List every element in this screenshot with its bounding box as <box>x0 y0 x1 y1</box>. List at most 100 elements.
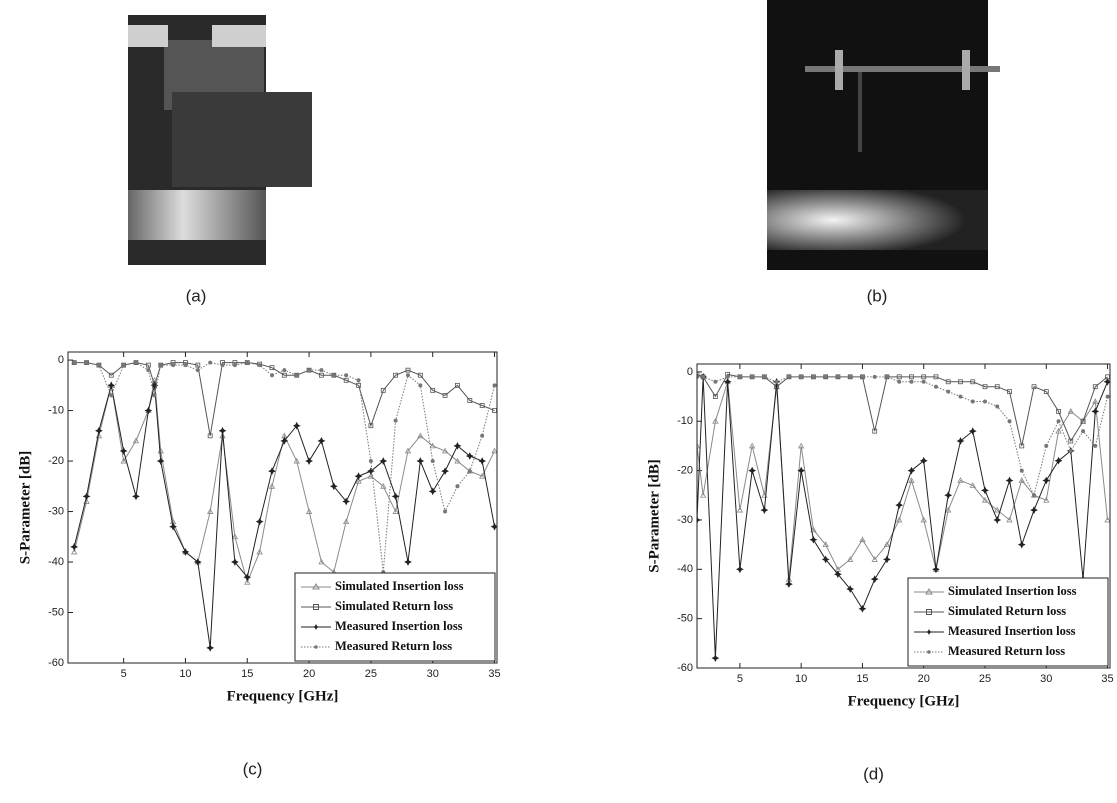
y-tick-label: -30 <box>677 514 693 526</box>
series-line <box>74 362 496 573</box>
legend-label: Simulated Insertion loss <box>335 579 464 593</box>
marker <box>244 578 251 585</box>
marker <box>255 517 264 526</box>
marker <box>305 457 313 465</box>
marker <box>455 484 460 489</box>
marker <box>723 377 732 386</box>
marker <box>281 372 287 378</box>
marker <box>1093 443 1098 448</box>
marker <box>146 368 151 373</box>
marker <box>156 457 165 465</box>
marker <box>72 360 77 365</box>
marker <box>750 374 755 379</box>
marker <box>1056 419 1061 424</box>
marker <box>171 363 176 368</box>
x-tick-label: 15 <box>241 668 253 680</box>
marker <box>858 604 867 613</box>
y-tick-label: -40 <box>677 563 693 575</box>
marker <box>736 506 744 513</box>
x-tick-label: 5 <box>737 673 743 685</box>
x-axis-label: Frequency [GHz] <box>227 688 339 704</box>
marker <box>269 373 274 378</box>
marker <box>417 432 424 439</box>
marker <box>1091 407 1100 416</box>
legend-box <box>907 577 1109 667</box>
marker <box>970 399 975 404</box>
marker <box>981 496 989 503</box>
marker <box>243 573 252 582</box>
marker <box>393 372 399 378</box>
marker <box>1054 456 1063 465</box>
marker <box>492 383 497 388</box>
marker <box>933 374 939 380</box>
series-line <box>73 385 496 648</box>
marker <box>1092 398 1099 404</box>
marker <box>1005 476 1014 485</box>
marker <box>993 516 1002 524</box>
marker <box>883 555 891 564</box>
marker <box>859 536 866 543</box>
marker <box>480 433 485 438</box>
marker <box>82 492 91 501</box>
marker <box>268 482 276 489</box>
marker <box>256 548 263 555</box>
marker <box>932 565 940 574</box>
y-tick-label: 0 <box>58 354 64 366</box>
marker <box>356 378 361 383</box>
marker <box>416 457 425 465</box>
legend-label: Measured Insertion loss <box>948 624 1076 638</box>
y-tick-label: -50 <box>48 606 64 618</box>
marker <box>1056 408 1061 414</box>
legend-label: Measured Return loss <box>948 644 1065 658</box>
y-tick-label: -20 <box>48 455 64 467</box>
marker <box>919 456 928 465</box>
legend-marker <box>926 629 932 635</box>
marker <box>465 452 474 460</box>
marker <box>393 418 398 423</box>
caption: (a) <box>186 286 207 305</box>
marker <box>846 585 855 593</box>
marker <box>181 548 190 556</box>
marker <box>442 393 448 398</box>
marker <box>1044 443 1049 448</box>
marker <box>712 417 719 424</box>
marker <box>368 423 374 429</box>
marker <box>870 575 879 584</box>
marker <box>956 437 965 445</box>
series-line <box>697 381 1109 580</box>
x-tick-label: 25 <box>979 673 991 685</box>
marker <box>158 363 163 368</box>
marker <box>981 486 989 495</box>
marker <box>1006 516 1013 523</box>
chart: 0 -10 -20 -30 -40 -50 -60 5 10 15 20 25 30 35 Frequenc… <box>646 363 1114 783</box>
marker <box>697 371 700 377</box>
marker <box>1018 477 1025 483</box>
photo-b <box>767 0 1000 270</box>
caption: (b) <box>867 286 888 305</box>
marker <box>193 558 202 566</box>
marker <box>1019 468 1024 473</box>
marker <box>958 379 963 385</box>
marker <box>145 362 151 368</box>
y-tick-label: -50 <box>677 613 693 625</box>
marker <box>897 379 902 384</box>
marker <box>430 459 435 464</box>
legend-marker <box>925 588 933 595</box>
marker <box>748 466 757 475</box>
marker <box>96 363 101 368</box>
marker <box>957 477 964 483</box>
marker <box>701 374 706 379</box>
marker <box>908 477 915 483</box>
marker <box>1007 419 1012 424</box>
marker <box>969 482 976 488</box>
marker <box>318 558 325 565</box>
marker <box>982 384 988 390</box>
marker <box>269 365 275 371</box>
marker <box>835 374 840 379</box>
marker <box>169 522 177 531</box>
marker <box>699 491 707 498</box>
marker <box>282 368 287 373</box>
marker <box>848 374 853 379</box>
marker <box>119 447 128 455</box>
marker <box>109 393 114 398</box>
